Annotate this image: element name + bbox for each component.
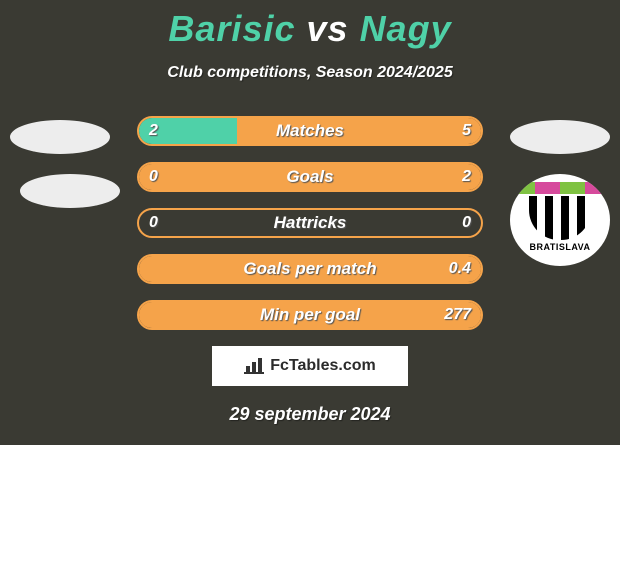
club-badge-stripes xyxy=(529,196,591,240)
stat-row: 0.4Goals per match xyxy=(137,254,483,284)
stat-label: Goals per match xyxy=(137,254,483,284)
stat-row: 277Min per goal xyxy=(137,300,483,330)
player2-club-badge: BRATISLAVA xyxy=(510,174,610,266)
player2-avatar-placeholder xyxy=(510,120,610,154)
stat-row: 25Matches xyxy=(137,116,483,146)
player1-avatar-placeholder xyxy=(10,120,110,154)
stat-label: Hattricks xyxy=(137,208,483,238)
comparison-card: Barisic vs Nagy Club competitions, Seaso… xyxy=(0,0,620,445)
subtitle: Club competitions, Season 2024/2025 xyxy=(0,64,620,82)
stat-label: Matches xyxy=(137,116,483,146)
comparison-title: Barisic vs Nagy xyxy=(0,0,620,50)
date-label: 29 september 2024 xyxy=(0,404,620,425)
club-badge-city: BRATISLAVA xyxy=(530,242,591,252)
stat-row: 00Hattricks xyxy=(137,208,483,238)
vs-label: vs xyxy=(307,8,349,49)
attribution-text: FcTables.com xyxy=(270,357,376,375)
player2-name: Nagy xyxy=(360,8,452,49)
strip-seg xyxy=(560,182,585,194)
stat-row: 02Goals xyxy=(137,162,483,192)
chart-icon xyxy=(244,358,264,374)
player1-name: Barisic xyxy=(168,8,295,49)
stat-label: Min per goal xyxy=(137,300,483,330)
stat-label: Goals xyxy=(137,162,483,192)
strip-seg xyxy=(535,182,560,194)
attribution-badge: FcTables.com xyxy=(212,346,408,386)
player1-club-placeholder xyxy=(20,174,120,208)
